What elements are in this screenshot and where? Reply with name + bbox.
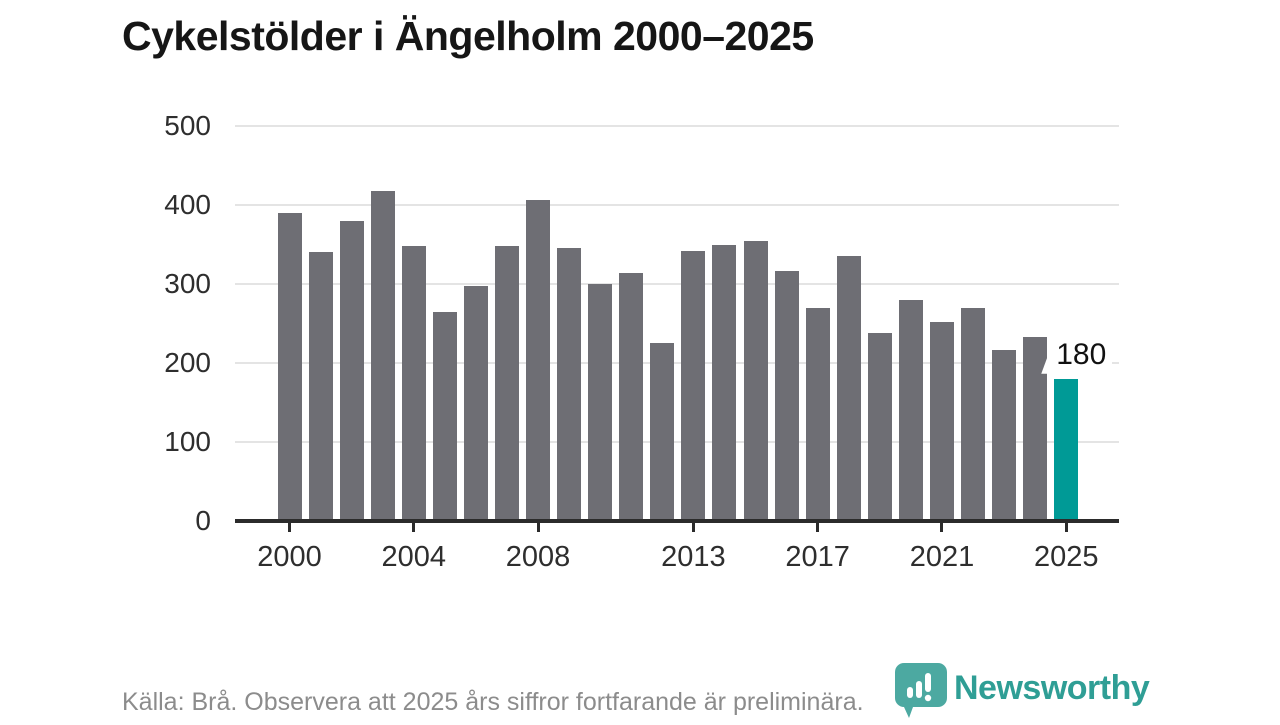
bar-2000 xyxy=(277,212,302,521)
annotation-value: 180 xyxy=(1056,337,1107,371)
pin-badge-bar-chart-icon xyxy=(894,662,948,725)
x-axis-tick-2000 xyxy=(288,523,291,532)
gridline-200 xyxy=(235,362,1119,364)
bar-2006 xyxy=(463,285,488,521)
bar-2013 xyxy=(681,250,706,521)
bar-2019 xyxy=(867,332,892,521)
x-axis-label-2004: 2004 xyxy=(381,541,447,573)
page-title: Cykelstölder i Ängelholm 2000–2025 xyxy=(122,13,814,59)
x-axis-label-2017: 2017 xyxy=(785,541,850,573)
bar-2005 xyxy=(432,312,457,521)
x-axis-line xyxy=(235,519,1119,523)
bar-2014 xyxy=(712,245,737,521)
gridline-300 xyxy=(235,283,1119,285)
bar-2024 xyxy=(1023,336,1048,521)
y-axis-label-200: 200 xyxy=(164,347,211,378)
x-axis-label-2008: 2008 xyxy=(505,541,571,573)
x-axis-tick-2021 xyxy=(940,523,944,532)
gridline-100 xyxy=(235,441,1119,443)
x-axis-tick-2008 xyxy=(536,523,540,532)
x-axis-label-2000: 2000 xyxy=(257,541,322,573)
newsworthy-logo[interactable]: Newsworthy xyxy=(894,662,1150,725)
bar-2009 xyxy=(557,248,582,521)
annotation-halo xyxy=(1054,335,1113,376)
bar-2021 xyxy=(929,321,954,521)
highlight-annotation: 180 xyxy=(1041,335,1113,376)
x-axis-tick-2004 xyxy=(412,523,416,532)
highlight-bar-2025 xyxy=(1054,378,1079,521)
y-axis-label-300: 300 xyxy=(164,268,211,299)
bar-2022 xyxy=(961,307,986,521)
source-note: Källa: Brå. Observera att 2025 års siffr… xyxy=(122,688,864,716)
bar-2023 xyxy=(992,350,1017,521)
gridline-500 xyxy=(235,125,1119,127)
bar-2018 xyxy=(836,255,861,521)
x-axis-label-2013: 2013 xyxy=(661,541,726,573)
x-axis-tick-2025 xyxy=(1064,523,1068,532)
y-axis-label-0: 0 xyxy=(195,505,211,536)
x-axis-tick-2017 xyxy=(816,523,820,532)
x-axis-label-2021: 2021 xyxy=(909,541,975,573)
y-axis-label-400: 400 xyxy=(164,189,211,220)
x-axis-label-2025: 2025 xyxy=(1033,541,1099,573)
bar-2001 xyxy=(308,252,333,521)
bar-2011 xyxy=(619,272,644,521)
bar-2020 xyxy=(898,299,923,521)
gridline-400 xyxy=(235,204,1119,206)
bar-2012 xyxy=(650,343,675,521)
y-axis-label-100: 100 xyxy=(164,426,211,457)
bar-2002 xyxy=(339,220,364,521)
bar-2010 xyxy=(588,284,613,521)
bar-2008 xyxy=(526,200,551,521)
y-axis-label-500: 500 xyxy=(164,110,211,141)
bar-2004 xyxy=(401,246,426,521)
plot-area xyxy=(235,125,1119,523)
logo-wordmark: Newsworthy xyxy=(954,669,1150,707)
bar-2007 xyxy=(494,246,519,521)
bar-2016 xyxy=(774,271,799,521)
bar-2003 xyxy=(370,190,395,521)
x-axis-tick-2013 xyxy=(691,523,695,532)
bar-2017 xyxy=(805,307,830,521)
bar-2015 xyxy=(743,240,768,521)
